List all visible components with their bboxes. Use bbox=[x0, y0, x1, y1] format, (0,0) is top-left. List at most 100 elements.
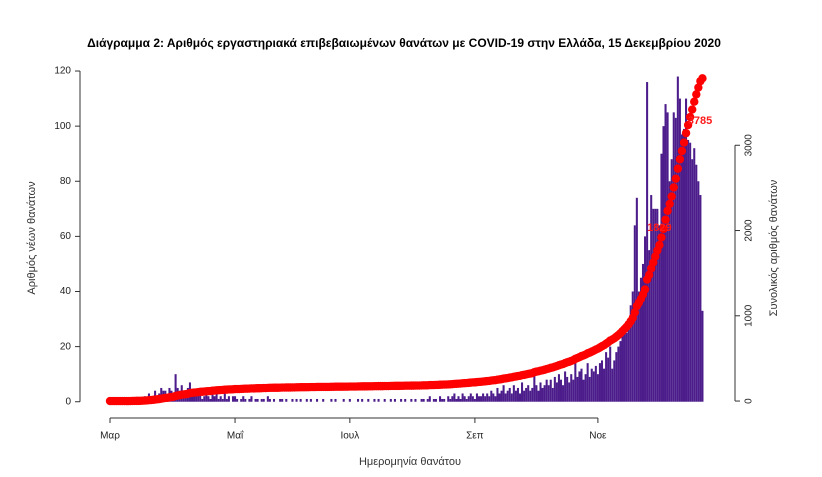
bar bbox=[531, 387, 534, 402]
bar bbox=[174, 374, 177, 402]
bar bbox=[510, 393, 513, 402]
bar bbox=[691, 159, 694, 402]
bar bbox=[521, 382, 524, 402]
bar bbox=[492, 393, 495, 402]
bar bbox=[615, 352, 618, 402]
bar bbox=[568, 382, 571, 402]
bar bbox=[529, 390, 532, 402]
bar bbox=[215, 393, 218, 402]
bar bbox=[334, 398, 337, 402]
bar bbox=[449, 398, 452, 402]
bar bbox=[451, 396, 454, 402]
bar bbox=[309, 398, 312, 402]
bar bbox=[500, 390, 503, 402]
y-tick-label: 40 bbox=[60, 286, 72, 297]
bar bbox=[576, 376, 579, 402]
bar bbox=[496, 387, 499, 402]
line-point bbox=[679, 138, 689, 147]
y-tick-label: 80 bbox=[60, 176, 72, 187]
bar bbox=[631, 291, 634, 402]
bar bbox=[465, 398, 468, 402]
bar bbox=[225, 398, 228, 402]
bar bbox=[361, 398, 364, 402]
bar bbox=[256, 398, 259, 402]
bar bbox=[205, 393, 208, 402]
bar bbox=[266, 396, 269, 402]
bar bbox=[373, 398, 376, 402]
bar bbox=[426, 398, 429, 402]
bar bbox=[512, 385, 515, 402]
bar bbox=[195, 396, 198, 402]
bar bbox=[629, 305, 632, 402]
y2-tick-label: 3000 bbox=[744, 134, 755, 157]
line-point bbox=[688, 105, 697, 114]
bar bbox=[572, 379, 575, 402]
bar bbox=[670, 159, 673, 402]
bar bbox=[557, 374, 560, 402]
bar bbox=[272, 398, 276, 402]
bar bbox=[586, 363, 589, 402]
bar bbox=[592, 371, 595, 402]
bar bbox=[656, 208, 659, 402]
bar bbox=[490, 390, 493, 402]
bar bbox=[502, 385, 505, 402]
bar bbox=[533, 368, 536, 402]
bar bbox=[410, 398, 413, 402]
line-point bbox=[694, 83, 703, 92]
bar bbox=[281, 398, 284, 402]
bar bbox=[234, 396, 237, 402]
bar bbox=[662, 126, 665, 402]
bar bbox=[545, 379, 548, 402]
line-point bbox=[644, 270, 654, 280]
y-tick-label: 120 bbox=[54, 66, 71, 77]
bar bbox=[486, 393, 489, 402]
line-point bbox=[690, 97, 699, 106]
x-tick-label: Σεπ bbox=[466, 431, 484, 442]
y2-tick-label: 2000 bbox=[744, 219, 755, 242]
line-point bbox=[677, 146, 687, 156]
bar bbox=[443, 398, 446, 402]
bar bbox=[621, 335, 624, 402]
bar bbox=[682, 128, 686, 402]
bar bbox=[648, 250, 651, 402]
y-axis-title: Αριθμός νέων θανάτων bbox=[26, 181, 38, 295]
bar bbox=[494, 396, 497, 402]
bar bbox=[672, 112, 675, 402]
bar bbox=[555, 382, 558, 402]
bar bbox=[617, 346, 620, 402]
bar bbox=[414, 398, 417, 402]
bar bbox=[584, 374, 587, 402]
bar bbox=[221, 398, 224, 402]
bar bbox=[299, 398, 302, 402]
bar bbox=[514, 390, 517, 402]
bar bbox=[248, 398, 251, 402]
bar bbox=[652, 208, 655, 402]
bar bbox=[461, 393, 464, 402]
x-tick-label: Μαΐ bbox=[227, 430, 244, 442]
bar bbox=[668, 181, 671, 402]
line-point bbox=[661, 215, 670, 224]
bar bbox=[570, 374, 573, 402]
bar bbox=[539, 382, 542, 402]
x-axis-title: Ημερομηνία θανάτου bbox=[359, 456, 461, 468]
bar bbox=[420, 398, 423, 402]
bar bbox=[619, 341, 622, 402]
bar bbox=[598, 363, 601, 402]
bar bbox=[231, 396, 235, 402]
bar bbox=[260, 398, 263, 402]
bar bbox=[322, 398, 325, 402]
bar bbox=[646, 82, 649, 402]
bar bbox=[211, 390, 214, 402]
line-point bbox=[685, 112, 695, 122]
bar bbox=[219, 396, 222, 402]
bar bbox=[471, 396, 474, 402]
bar bbox=[193, 393, 196, 402]
bar bbox=[637, 291, 640, 402]
bar bbox=[254, 398, 257, 402]
bar bbox=[453, 393, 456, 402]
bar bbox=[217, 398, 220, 402]
bar bbox=[223, 393, 226, 402]
line-point bbox=[692, 90, 701, 99]
bar bbox=[197, 393, 200, 402]
bar bbox=[605, 352, 608, 402]
